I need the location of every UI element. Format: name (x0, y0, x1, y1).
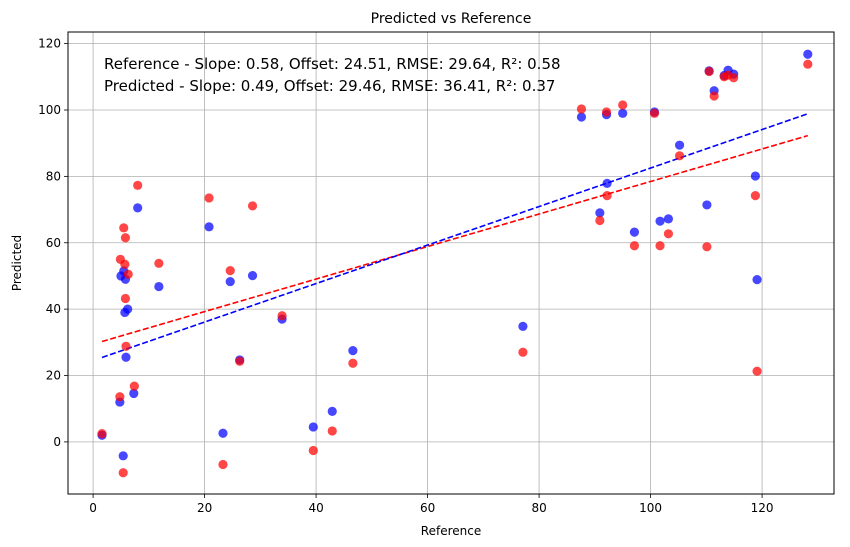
scatter-point-series-1 (97, 428, 107, 439)
scatter-point-series-0 (674, 140, 685, 150)
scatter-point-series-0 (218, 428, 228, 438)
scatter-point-series-1 (576, 104, 587, 114)
scatter-point-series-1 (308, 445, 318, 456)
scatter-point-series-1 (247, 201, 258, 211)
scatter-point-series-0 (518, 321, 528, 331)
scatter-point-series-0 (308, 422, 318, 432)
scatter-point-series-1 (629, 241, 640, 251)
scatter-point-series-1 (649, 108, 660, 118)
scatter-point-series-0 (752, 274, 762, 285)
plot-frame (67, 31, 835, 495)
annotation-reference-stats: Reference - Slope: 0.58, Offset: 24.51, … (104, 55, 561, 73)
scatter-point-series-1 (618, 100, 628, 110)
scatter-point-series-1 (225, 266, 235, 276)
scatter-point-series-0 (663, 214, 674, 224)
x-tick-label: 100 (639, 501, 662, 515)
axis-ticks: 0 20 40 60 80 100 120 0 20 40 60 80 100 120 (38, 37, 773, 515)
x-tick-label: 60 (420, 501, 435, 515)
scatter-point-series-1 (709, 91, 719, 101)
scatter-point-series-0 (750, 171, 760, 181)
scatter-point-series-0 (121, 352, 131, 362)
scatter-point-series-1 (123, 269, 133, 279)
scatter-point-series-0 (803, 49, 813, 59)
scatter-point-series-0 (129, 388, 139, 399)
scatter-point-series-1 (704, 66, 714, 77)
scatter-point-series-1 (120, 259, 130, 269)
scatter-point-series-1 (235, 356, 245, 366)
grid-lines (68, 32, 834, 494)
scatter-point-series-0 (247, 271, 258, 281)
scatter-point-series-1 (518, 347, 528, 357)
x-tick-label: 20 (197, 501, 212, 515)
fit-line-series-0 (101, 113, 809, 359)
scatter-point-series-0 (576, 112, 587, 122)
y-tick-label: 40 (46, 302, 61, 316)
scatter-point-series-1 (752, 366, 762, 376)
scatter-point-series-0 (618, 108, 628, 118)
scatter-point-series-1 (595, 215, 605, 226)
x-tick-label: 40 (308, 501, 323, 515)
scatter-point-series-1 (655, 241, 665, 251)
scatter-point-series-1 (118, 468, 128, 478)
annotation-predicted-stats: Predicted - Slope: 0.49, Offset: 29.46, … (104, 77, 555, 95)
scatter-point-series-0 (123, 304, 133, 314)
scatter-point-series-0 (595, 208, 605, 218)
scatter-point-series-1 (218, 459, 228, 470)
y-tick-label: 80 (46, 169, 61, 183)
scatter-point-series-1 (750, 191, 760, 201)
scatter-point-series-0 (154, 281, 164, 292)
fit-lines (101, 113, 809, 359)
scatter-point-series-1 (674, 151, 685, 161)
scatter-point-series-1 (602, 191, 612, 201)
scatter-point-series-1 (129, 381, 139, 391)
y-tick-label: 120 (38, 37, 61, 51)
scatter-point-series-1 (154, 258, 164, 268)
scatter-point-series-1 (120, 233, 131, 243)
scatter-point-series-0 (348, 346, 358, 356)
y-tick-label: 100 (38, 103, 61, 117)
scatter-point-series-0 (225, 276, 235, 287)
scatter-point-series-0 (133, 203, 143, 213)
scatter-point-series-0 (702, 200, 712, 210)
scatter-point-series-1 (663, 229, 674, 239)
scatter-point-series-0 (655, 216, 665, 226)
scatter-point-series-1 (115, 392, 125, 402)
scatter-point-series-1 (348, 358, 358, 368)
scatter-point-series-1 (729, 73, 739, 83)
scatter-point-series-1 (702, 242, 712, 252)
y-tick-label: 20 (46, 369, 61, 383)
fit-line-series-1 (101, 134, 809, 343)
scatter-point-series-0 (204, 222, 214, 232)
y-axis-label: Predicted (10, 235, 24, 291)
scatter-point-series-1 (277, 311, 287, 321)
scatter-point-series-1 (204, 193, 214, 203)
x-axis-label: Reference (421, 524, 481, 538)
x-tick-label: 0 (89, 501, 97, 515)
scatter-point-series-1 (119, 223, 129, 233)
scatter-point-series-1 (327, 426, 337, 436)
chart-title: Predicted vs Reference (371, 11, 532, 27)
x-tick-label: 80 (531, 501, 546, 515)
scatter-point-series-1 (133, 180, 143, 190)
x-tick-label: 120 (751, 501, 774, 515)
scatter-point-series-0 (602, 178, 612, 188)
scatter-point-series-0 (327, 406, 337, 416)
scatter-point-series-1 (121, 341, 131, 351)
scatter-point-series-0 (118, 451, 128, 461)
data-points (97, 49, 813, 478)
scatter-point-series-1 (601, 107, 612, 117)
y-tick-label: 60 (46, 236, 61, 250)
y-tick-label: 0 (53, 435, 61, 449)
scatter-point-series-0 (629, 227, 640, 237)
scatter-point-series-1 (803, 59, 813, 69)
scatter-point-series-1 (120, 293, 131, 304)
